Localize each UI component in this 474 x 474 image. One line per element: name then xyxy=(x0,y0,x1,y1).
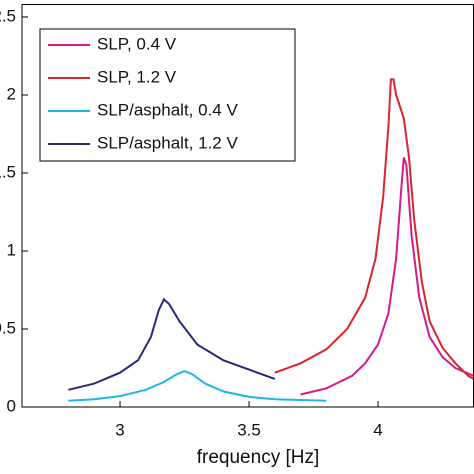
series-line xyxy=(300,157,474,396)
y-tick-label: 2.5 xyxy=(0,6,16,25)
x-tick-label: 3 xyxy=(115,420,124,439)
series-line xyxy=(68,370,327,402)
legend-label: SLP/asphalt, 1.2 V xyxy=(97,133,238,152)
legend-label: SLP, 0.4 V xyxy=(97,34,177,53)
series-line xyxy=(274,78,474,380)
legend-box xyxy=(39,28,296,162)
x-tick-label: 3.5 xyxy=(237,420,261,439)
legend-label: SLP/asphalt, 0.4 V xyxy=(97,100,238,119)
y-tick-label: 2 xyxy=(7,84,16,103)
y-tick-label: 0 xyxy=(7,396,16,415)
y-tick-label: 1 xyxy=(7,240,16,259)
legend-label: SLP, 1.2 V xyxy=(97,67,177,86)
y-tick-label: 0.5 xyxy=(0,318,16,337)
x-tick-label: 4 xyxy=(373,420,382,439)
series-line xyxy=(68,297,276,391)
y-tick-label: 1.5 xyxy=(0,162,16,181)
x-axis-label: frequency [Hz] xyxy=(197,447,320,468)
